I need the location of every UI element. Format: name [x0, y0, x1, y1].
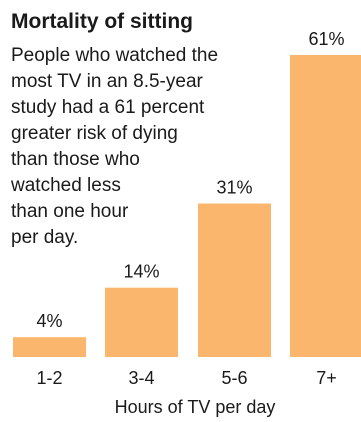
subtitle-line: greater risk of dying	[11, 123, 178, 144]
x-tick-label: 5-6	[221, 368, 247, 388]
x-tick-label: 1-2	[36, 368, 62, 388]
data-labels: 4% 14% 31% 61%	[36, 29, 344, 331]
bars	[13, 55, 361, 357]
bar-7+	[290, 55, 361, 357]
subtitle-line: most TV in an 8.5-year	[11, 71, 204, 92]
subtitle-line: than those who	[11, 149, 140, 170]
data-label: 61%	[308, 29, 344, 49]
x-tick-label: 3-4	[128, 368, 154, 388]
x-tick-label: 7+	[316, 368, 337, 388]
bar-5-6	[198, 203, 271, 357]
subtitle-line: per day.	[11, 227, 78, 248]
subtitle-line: than one hour	[11, 201, 129, 222]
bar-1-2	[13, 337, 86, 357]
bar-3-4	[105, 287, 178, 357]
subtitle-line: People who watched the	[11, 45, 218, 66]
data-label: 4%	[36, 311, 62, 331]
chart-title: Mortality of sitting	[11, 10, 193, 33]
x-axis-ticks: 1-2 3-4 5-6 7+	[36, 368, 336, 388]
chart-subtitle: People who watched the most TV in an 8.5-…	[10, 45, 218, 248]
x-axis-label: Hours of TV per day	[115, 397, 276, 417]
subtitle-line: study had a 61 percent	[11, 97, 205, 118]
data-label: 14%	[123, 262, 159, 282]
data-label: 31%	[216, 178, 252, 198]
subtitle-line: watched less	[10, 175, 121, 196]
